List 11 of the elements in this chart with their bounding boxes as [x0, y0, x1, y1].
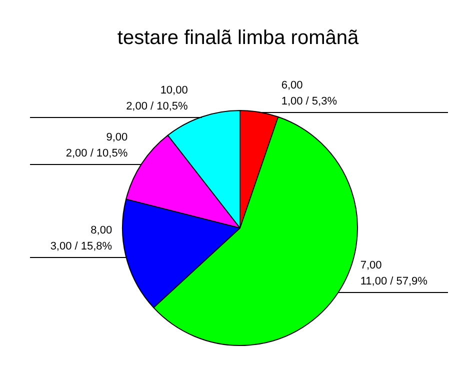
slice-label: 10,00 — [160, 84, 188, 96]
slice-label: 8,00 — [90, 224, 112, 236]
data-label: 1,00 / 5,3% — [281, 96, 338, 108]
data-label: 2,00 / 10,5% — [126, 100, 188, 112]
data-label: 11,00 / 57,9% — [360, 276, 428, 288]
data-label: 2,00 / 10,5% — [66, 148, 128, 160]
data-label: 3,00 / 15,8% — [50, 240, 112, 252]
slice-label: 9,00 — [106, 132, 128, 144]
chart-title: testare finalã limba românã — [117, 27, 360, 49]
slice-label: 6,00 — [281, 80, 303, 92]
slice-label: 7,00 — [360, 260, 382, 272]
